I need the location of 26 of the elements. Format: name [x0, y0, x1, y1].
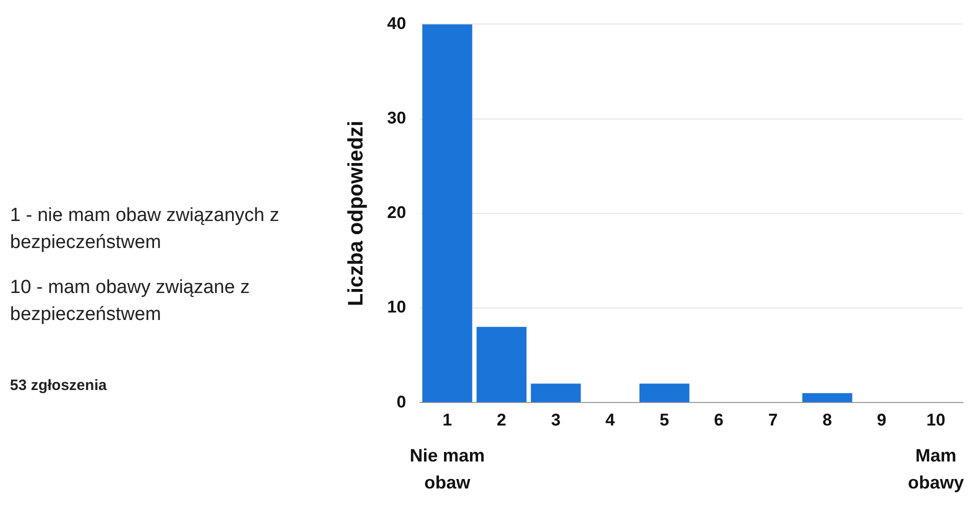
x-tick-label: 8 — [822, 410, 832, 430]
y-tick-label: 10 — [387, 298, 406, 317]
text: 10 - mam obawy związane z bezpieczeństwem — [10, 276, 251, 327]
text: Nie mam obaw — [410, 446, 485, 493]
x-tick-label: 4 — [605, 410, 616, 430]
x-tick-label: 10 — [926, 410, 946, 430]
y-tick-label: 20 — [387, 203, 406, 222]
text: Mam obawy — [908, 446, 964, 493]
text: 1 - nie mam obaw związanych z bezpieczeństwem — [10, 204, 280, 255]
x-tick-label: 7 — [768, 410, 778, 430]
y-tick-label: 0 — [396, 392, 406, 412]
x-tick-label: 3 — [551, 410, 561, 430]
y-tick-label: 40 — [387, 14, 406, 33]
x-tick-label: 1 — [442, 410, 452, 430]
text: 53 zgłoszenia — [10, 376, 108, 396]
x-tick-label: 5 — [660, 410, 670, 430]
bar — [639, 384, 690, 402]
bar — [476, 326, 527, 402]
bar — [530, 384, 581, 402]
x-tick-label: 9 — [876, 410, 886, 430]
bar — [422, 24, 472, 402]
bar — [802, 393, 852, 402]
y-axis-title: Liczba odpowiedzi — [344, 120, 368, 306]
x-tick-label: 6 — [714, 410, 724, 430]
x-tick-label: 2 — [496, 410, 506, 430]
y-tick-label: 30 — [387, 108, 406, 128]
